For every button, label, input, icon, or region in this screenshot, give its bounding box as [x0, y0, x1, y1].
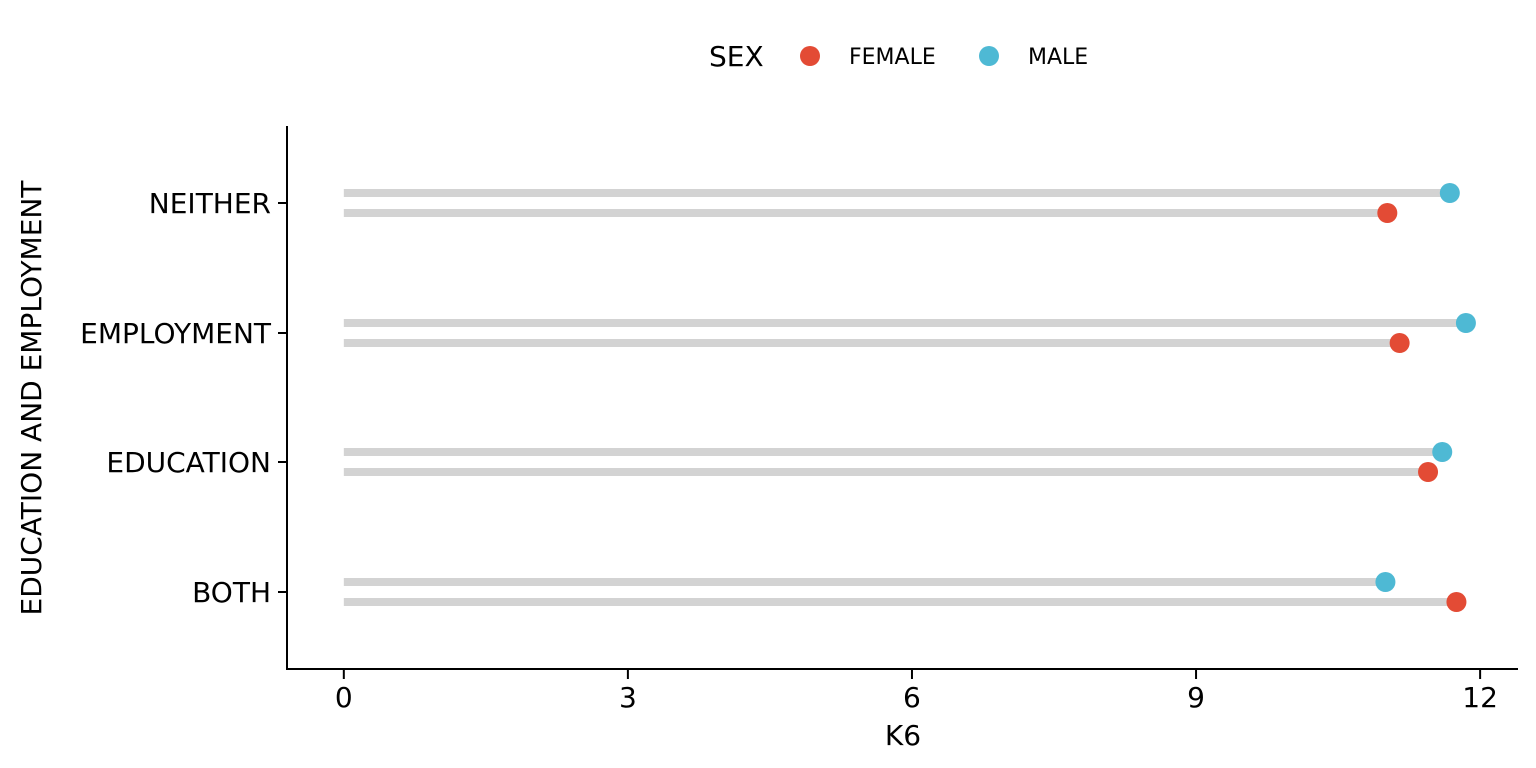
y-axis-ticks: BOTH EDUCATION EMPLOYMENT NEITHER	[80, 187, 287, 609]
x-tick-label: 0	[335, 681, 353, 714]
points	[1375, 183, 1476, 612]
y-axis-title: EDUCATION AND EMPLOYMENT	[15, 180, 48, 616]
stems	[343, 189, 1466, 606]
point-employment-female	[1389, 333, 1410, 353]
point-both-female	[1446, 592, 1467, 612]
x-tick-label: 6	[903, 681, 921, 714]
legend-key-female	[800, 46, 820, 66]
legend-label-male: MALE	[1028, 45, 1088, 70]
y-tick-label-both: BOTH	[192, 576, 271, 609]
y-tick-label-employment: EMPLOYMENT	[80, 317, 272, 350]
point-neither-female	[1377, 203, 1398, 223]
y-tick-label-neither: NEITHER	[149, 187, 271, 220]
x-tick-label: 12	[1462, 681, 1498, 714]
point-employment-male	[1455, 313, 1476, 333]
legend-title: SEX	[709, 40, 764, 73]
point-education-male	[1432, 442, 1453, 462]
point-neither-male	[1439, 183, 1460, 203]
x-axis-ticks: 0 3 6 9 12	[335, 670, 1498, 714]
point-education-female	[1418, 462, 1439, 482]
x-tick-label: 9	[1187, 681, 1205, 714]
legend-label-female: FEMALE	[849, 45, 936, 70]
x-tick-label: 3	[619, 681, 637, 714]
legend-items: FEMALE MALE	[800, 45, 1088, 70]
point-both-male	[1375, 572, 1396, 592]
x-axis-title: K6	[885, 719, 921, 752]
legend: SEX FEMALE MALE	[709, 40, 1088, 73]
legend-key-male	[979, 46, 999, 66]
y-tick-label-education: EDUCATION	[106, 446, 271, 479]
